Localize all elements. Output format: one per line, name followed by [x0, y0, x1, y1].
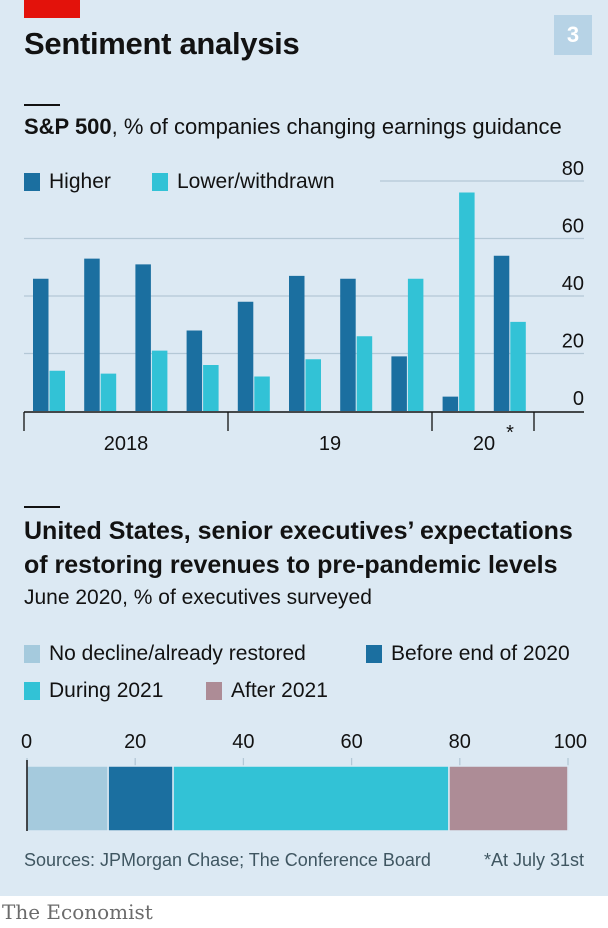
brand-logo-text: The Economist: [2, 900, 153, 924]
legend-lower-label: Lower/withdrawn: [177, 170, 335, 193]
chart-title: Sentiment analysis: [24, 26, 300, 61]
bar-chart-subtitle-rest: , % of companies changing earnings guida…: [111, 114, 562, 139]
legend-before-2020: Before end of 2020: [366, 642, 570, 666]
bar-chart-subtitle: S&P 500, % of companies changing earning…: [24, 114, 562, 140]
x-label-19: 19: [319, 433, 341, 455]
bar-lower-1: [49, 370, 65, 411]
bar-higher-7: [340, 278, 356, 411]
chart-number-badge: 3: [554, 15, 592, 55]
bar-chart: 80 60 40 20 0 2018 19 20 *: [23, 158, 584, 455]
legend-during-2021-swatch: [24, 682, 40, 700]
source-note: Sources: JPMorgan Chase; The Conference …: [24, 850, 431, 870]
legend-lower-swatch: [152, 173, 168, 191]
segment-before-2020: [107, 765, 174, 832]
legend-higher-swatch: [24, 173, 40, 191]
legend-after-2021: After 2021: [206, 679, 328, 703]
bar-higher-10: [493, 255, 510, 411]
legend-no-decline-label: No decline/already restored: [49, 642, 306, 665]
bar-higher-3: [135, 264, 151, 411]
bar-lower-5: [254, 376, 270, 411]
footnote: *At July 31st: [483, 850, 584, 870]
bar-lower-6: [305, 359, 321, 411]
bar-higher-5: [237, 301, 254, 411]
stacked-bar-chart: 0 20 40 60 80 100: [21, 731, 587, 832]
bar-lower-7: [356, 336, 373, 411]
red-accent-bar: [24, 0, 80, 18]
bar-lower-2: [100, 373, 117, 411]
legend-lower: Lower/withdrawn: [152, 170, 335, 194]
x-tick-label-0: 0: [21, 731, 32, 753]
section-rule-top: [24, 104, 60, 106]
bar-higher-9: [442, 396, 459, 411]
legend-after-2021-swatch: [206, 682, 222, 700]
legend-higher-label: Higher: [49, 170, 111, 193]
y-tick-label-20: 20: [562, 331, 584, 353]
x-tick-label-80: 80: [449, 731, 471, 753]
segment-after-2021: [448, 765, 569, 832]
asterisk-annotation: *: [506, 422, 514, 444]
stacked-chart-subtitle: June 2020, % of executives surveyed: [24, 586, 372, 609]
x-label-20: 20: [473, 433, 495, 455]
legend-no-decline: No decline/already restored: [24, 642, 306, 666]
x-tick-label-40: 40: [232, 731, 254, 753]
bar-higher-6: [289, 275, 305, 411]
y-tick-label-60: 60: [562, 216, 584, 238]
bar-lower-10: [510, 321, 526, 411]
x-tick-label-60: 60: [340, 731, 362, 753]
bar-lower-3: [151, 350, 168, 411]
legend-during-2021-label: During 2021: [49, 679, 164, 702]
bar-chart-subtitle-bold: S&P 500: [24, 114, 112, 139]
stacked-chart-title: United States, senior executives’ expect…: [24, 517, 573, 579]
x-tick-label-100: 100: [554, 731, 587, 753]
bar-higher-4: [186, 330, 203, 411]
legend-after-2021-label: After 2021: [231, 679, 328, 702]
y-tick-label-80: 80: [562, 158, 584, 180]
bar-higher-1: [33, 278, 49, 411]
legend-higher: Higher: [24, 170, 111, 194]
legend-before-2020-label: Before end of 2020: [391, 642, 570, 665]
segment-during-2021: [172, 765, 450, 832]
bar-lower-9: [459, 192, 475, 411]
x-tick-label-20: 20: [124, 731, 146, 753]
bar-higher-8: [391, 356, 407, 411]
bar-higher-2: [84, 258, 100, 411]
section-rule-bottom: [24, 506, 60, 508]
bar-lower-4: [203, 365, 219, 411]
bar-lower-8: [407, 278, 424, 411]
y-tick-label-40: 40: [562, 273, 584, 295]
legend-during-2021: During 2021: [24, 679, 163, 703]
segment-no-decline: [26, 765, 109, 832]
legend-before-2020-swatch: [366, 645, 382, 663]
legend-no-decline-swatch: [24, 645, 40, 663]
chart-panel: [0, 0, 608, 896]
y-tick-label-0: 0: [573, 388, 584, 410]
x-label-2018: 2018: [104, 433, 149, 455]
